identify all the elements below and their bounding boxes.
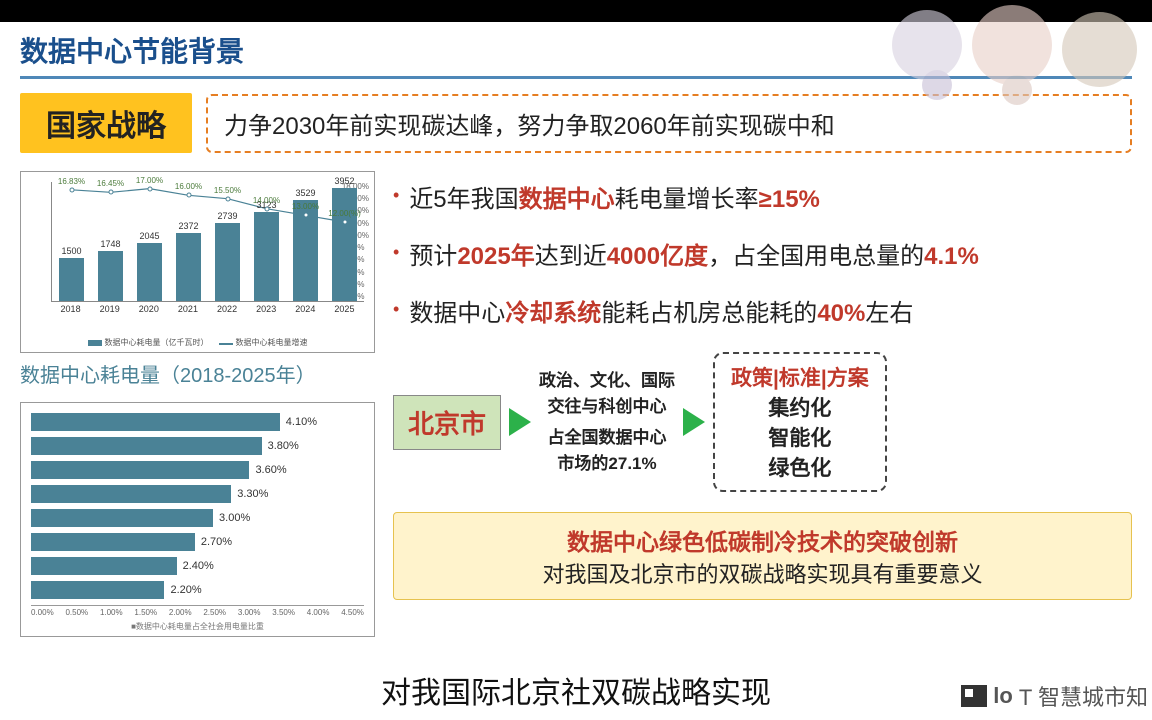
chart1-caption: 数据中心耗电量（2018-2025年） [20, 359, 375, 388]
left-column: 18.00%16.00%14.00%12.00%10.00%8.00%6.00%… [20, 171, 375, 637]
bar-line-chart: 18.00%16.00%14.00%12.00%10.00%8.00%6.00%… [20, 171, 375, 353]
beijing-badge: 北京市 [393, 395, 501, 450]
flow-middle: 政治、文化、国际 交往与科创中心 占全国数据中心 市场的27.1% [539, 368, 675, 476]
bullet-item: •近5年我国数据中心耗电量增长率≥15% [393, 179, 1132, 214]
slide: 数据中心节能背景 国家战略 力争2030年前实现碳达峰，努力争取2060年前实现… [0, 22, 1152, 637]
right-column: •近5年我国数据中心耗电量增长率≥15% •预计2025年达到近4000亿度，占全… [393, 171, 1132, 637]
main-area: 18.00%16.00%14.00%12.00%10.00%8.00%6.00%… [0, 171, 1152, 637]
watermark: loT 智慧城市知 [961, 680, 1148, 712]
arrow-icon [683, 408, 705, 436]
watermark-icon [961, 685, 987, 707]
hbar-chart: 4.10%3.80%3.60%3.30%3.00%2.70%2.40%2.20%… [20, 402, 375, 637]
decoration-overlay [872, 0, 1152, 110]
flow-row: 北京市 政治、文化、国际 交往与科创中心 占全国数据中心 市场的27.1% 政策… [393, 352, 1132, 492]
flow-right-box: 政策|标准|方案 集约化 智能化 绿色化 [713, 352, 887, 492]
arrow-icon [509, 408, 531, 436]
chart-legend: 数据中心耗电量（亿千瓦时） 数据中心耗电量增速 [21, 337, 374, 352]
bullet-item: •数据中心冷却系统能耗占机房总能耗的40%左右 [393, 293, 1132, 328]
strategy-badge: 国家战略 [20, 93, 192, 153]
bullets: •近5年我国数据中心耗电量增长率≥15% •预计2025年达到近4000亿度，占全… [393, 179, 1132, 328]
bullet-item: •预计2025年达到近4000亿度，占全国用电总量的4.1% [393, 236, 1132, 271]
bottom-callout: 数据中心绿色低碳制冷技术的突破创新 对我国及北京市的双碳战略实现具有重要意义 [393, 512, 1132, 600]
video-subtitle: 对我国际北京社双碳战略实现 [381, 668, 771, 712]
